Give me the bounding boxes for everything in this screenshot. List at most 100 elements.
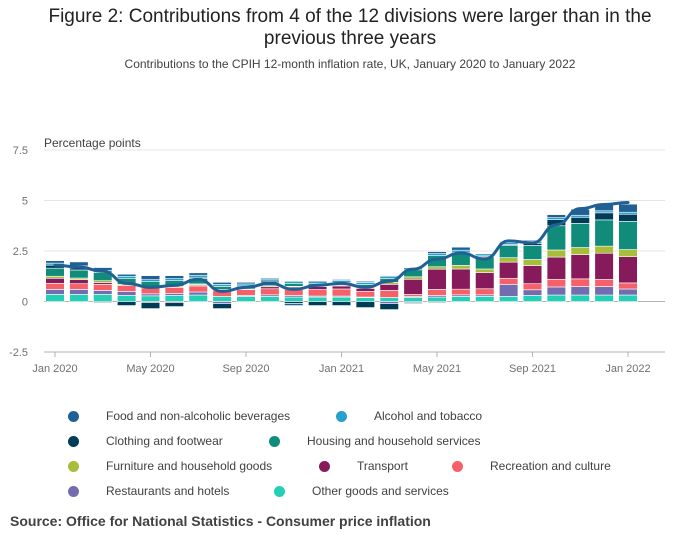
x-tick-label: May 2021	[413, 363, 461, 375]
bar-segment-other	[284, 296, 304, 302]
bar-segment-housing	[618, 221, 638, 250]
y-tick-label: 0	[22, 297, 28, 309]
bar-segment-restaurants	[499, 284, 519, 297]
bar-segment-other	[499, 296, 519, 302]
bar-segment-clothing	[212, 303, 232, 309]
legend-swatch	[269, 436, 280, 447]
bar-segment-alcohol	[260, 278, 280, 282]
bar-segment-recreation	[117, 285, 137, 292]
bar-segment-restaurants	[69, 289, 89, 295]
bar-segment-transport	[45, 277, 65, 284]
legend-item-food[interactable]: Food and non-alcoholic beverages	[68, 409, 290, 423]
bar-segment-furniture	[475, 268, 495, 273]
bar-segment-other	[260, 296, 280, 302]
bar-segment-other	[546, 294, 566, 302]
bar-segment-clothing	[140, 302, 161, 309]
bar-segment-furniture	[451, 265, 471, 270]
bar-segment-food	[451, 246, 471, 251]
bar-segment-transport	[546, 256, 566, 280]
bar-segment-restaurants	[570, 286, 590, 296]
bar-segment-food	[379, 275, 399, 277]
bar-segment-furniture	[427, 266, 447, 270]
y-tick-label: -2.5	[9, 347, 28, 359]
bar-segment-recreation	[45, 283, 65, 290]
bar-segment-restaurants	[164, 293, 184, 296]
bar-segment-other	[331, 296, 352, 302]
bar-segment-clothing	[618, 213, 638, 222]
bar-segment-food	[618, 203, 638, 213]
bar-segment-other	[69, 294, 89, 302]
bar-segment-alcohol	[117, 275, 137, 279]
bar-segment-housing	[594, 219, 614, 247]
bar-segment-transport	[427, 268, 447, 290]
bar-segment-furniture	[594, 245, 614, 254]
legend-item-clothing[interactable]: Clothing and footwear	[68, 434, 223, 448]
bar-segment-recreation	[308, 289, 328, 297]
bar-segment-recreation	[499, 277, 519, 285]
legend-item-restaurants[interactable]: Restaurants and hotels	[68, 484, 229, 498]
legend-item-transport[interactable]: Transport	[319, 459, 408, 473]
legend-label: Furniture and household goods	[106, 459, 273, 473]
bar-segment-other	[164, 295, 184, 302]
legend-item-furniture[interactable]: Furniture and household goods	[68, 459, 273, 473]
cpih-line	[53, 201, 630, 293]
bar-segment-restaurants	[93, 290, 113, 295]
bar-segment-other	[475, 296, 495, 302]
bar-segment-furniture	[403, 276, 423, 280]
bar-segment-food	[45, 260, 65, 264]
x-tick-label: Jan 2020	[32, 363, 77, 375]
bar-segment-housing	[546, 225, 566, 251]
legend-swatch	[68, 411, 79, 422]
bar-segment-housing	[570, 223, 590, 248]
bar-segment-housing	[499, 245, 519, 258]
bar-segment-other	[140, 295, 161, 302]
legend-swatch	[336, 411, 347, 422]
bar-segment-restaurants	[379, 301, 399, 304]
bar-segment-food	[308, 280, 328, 283]
bar-segment-housing	[284, 283, 304, 287]
bar-segment-recreation	[93, 284, 113, 291]
bar-segment-recreation	[618, 282, 638, 290]
bar-segment-alcohol	[308, 281, 328, 285]
legend-swatch	[319, 461, 330, 472]
bar-segment-alcohol	[594, 210, 614, 214]
legend-swatch	[68, 461, 79, 472]
bar-segment-food	[546, 214, 566, 218]
legend-item-housing[interactable]: Housing and household services	[269, 434, 480, 448]
bar-segment-alcohol	[164, 278, 184, 281]
legend-item-other[interactable]: Other goods and services	[274, 484, 449, 498]
bar-segment-food	[355, 280, 375, 283]
legend-swatch	[274, 486, 285, 497]
chart-subtitle: Contributions to the CPIH 12-month infla…	[124, 57, 576, 71]
legend-item-recreation[interactable]: Recreation and culture	[452, 459, 611, 473]
source-note: Source: Office for National Statistics -…	[10, 513, 431, 529]
bar-segment-restaurants	[212, 301, 232, 304]
legend-item-alcohol[interactable]: Alcohol and tobacco	[336, 409, 482, 423]
bar-segment-other	[93, 294, 113, 302]
legend-label: Clothing and footwear	[106, 434, 223, 448]
bar-segment-other	[522, 295, 543, 302]
bar-segment-recreation	[260, 288, 280, 296]
bar-segment-other	[45, 294, 65, 302]
bar-segment-recreation	[164, 287, 184, 294]
bar-segment-other	[212, 296, 232, 302]
bar-segment-housing	[45, 267, 65, 277]
bar-segment-restaurants	[522, 289, 543, 296]
bar-segment-alcohol	[427, 253, 447, 256]
bar-segment-other	[117, 295, 137, 302]
bar-segment-alcohol	[355, 282, 375, 285]
y-tick-label: 5	[22, 196, 28, 208]
bar-segment-restaurants	[45, 289, 65, 295]
x-tick-label: Jan 2022	[605, 363, 650, 375]
bar-segment-other	[308, 296, 328, 302]
bar-segment-other	[379, 297, 399, 302]
bar-segment-transport	[331, 285, 352, 290]
x-tick-label: May 2020	[126, 363, 174, 375]
bar-segment-transport	[618, 256, 638, 284]
bar-segment-food	[69, 261, 89, 267]
bar-segment-other	[236, 296, 256, 302]
bar-segment-clothing	[164, 302, 184, 307]
bar-segment-alcohol	[140, 279, 161, 283]
bar-segment-food	[284, 303, 304, 306]
